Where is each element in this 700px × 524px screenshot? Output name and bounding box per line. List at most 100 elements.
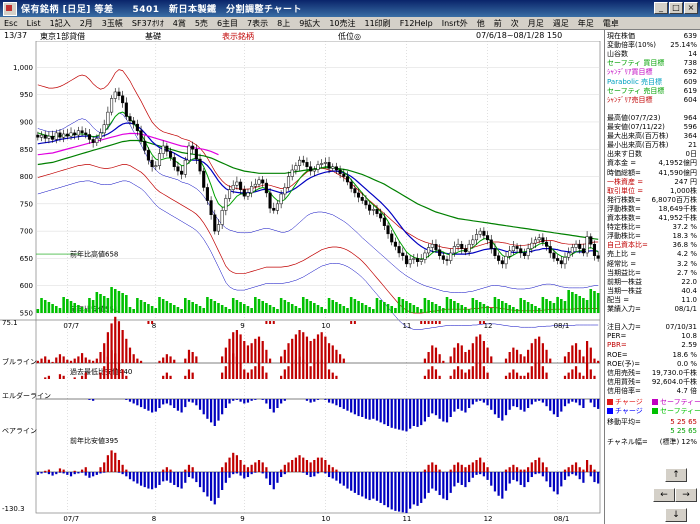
bear-pos-bar (523, 469, 526, 472)
bear-pos-bar (571, 464, 574, 472)
menu-item[interactable]: Insrt外 (441, 18, 468, 28)
elder-pos-bar (165, 372, 168, 379)
candle-body (143, 140, 147, 151)
candle-body (290, 169, 294, 177)
bull-bar (228, 338, 231, 363)
bear-neg-bar (431, 472, 434, 489)
menu-item[interactable]: 次 (510, 18, 519, 28)
candle-body (43, 134, 47, 139)
menu-item[interactable]: List (26, 18, 41, 28)
menu-item[interactable]: 他 (476, 18, 485, 28)
bear-neg-bar (582, 472, 585, 483)
candle-body (493, 248, 497, 256)
elder-bar (386, 399, 390, 426)
market-label: 東京1部貸借 (40, 32, 86, 41)
volume-bar (320, 307, 323, 313)
nav-up-button[interactable]: ↑ (665, 468, 687, 482)
elder-bar (560, 399, 563, 412)
info-row: ROE(予)= 0.0 % (607, 360, 697, 369)
menu-item[interactable]: 週足 (552, 18, 569, 28)
volume-bar (585, 300, 589, 313)
nav-down-button[interactable]: ↓ (665, 508, 687, 522)
bull-bar (490, 356, 493, 363)
date-range: 07/6/18~08/1/28 150 (476, 31, 563, 40)
menu-item[interactable]: 6主目 (216, 18, 239, 28)
volume-bar (379, 300, 382, 313)
elder-bar (379, 399, 382, 423)
bear-neg-bar (246, 472, 250, 478)
bear-pos-bar (567, 467, 570, 472)
candle-body (139, 130, 143, 142)
menu-item[interactable]: 9拡大 (299, 18, 321, 28)
candle-body (563, 257, 567, 265)
bull-bar (294, 334, 297, 363)
maximize-button[interactable]: □ (669, 2, 683, 14)
volume-bar (313, 303, 316, 313)
bear-neg-bar (434, 472, 438, 491)
candle-body (235, 181, 239, 186)
candle-body (585, 236, 589, 254)
elder-bar (519, 399, 522, 410)
info-label: 前期一株益 (607, 277, 642, 286)
y-tick-label: 750 (20, 200, 33, 208)
bull-bar (265, 349, 268, 363)
volume-bar (294, 306, 298, 313)
volume-bar (287, 302, 290, 313)
menu-item[interactable]: 前 (493, 18, 502, 28)
menu-item[interactable]: F12Help (399, 18, 433, 28)
close-button[interactable]: × (684, 2, 698, 14)
elder-bar (136, 399, 139, 406)
info-row: ROE= 18.6 % (607, 351, 697, 360)
minimize-button[interactable]: _ (654, 2, 668, 14)
menu-item[interactable]: SF37ｵﾘｵ (131, 18, 164, 28)
candle-body (275, 203, 279, 211)
menu-item[interactable]: Esc (4, 18, 18, 28)
elder-bar (235, 399, 239, 400)
channel-row: チャネル幅= (標準) 12% (607, 438, 697, 447)
menu-item[interactable]: 2月 (79, 18, 93, 28)
bear-pos-bar (530, 462, 533, 472)
elder-pos-bar (298, 356, 301, 379)
elder-bar (556, 399, 559, 417)
bear-neg-bar (283, 472, 286, 475)
menu-item[interactable]: 5売 (194, 18, 208, 28)
info-label: 資本金 = (607, 159, 637, 168)
volume-bar (416, 307, 419, 313)
info-row: 特定株比= 37.2 % (607, 223, 697, 232)
candle-body (157, 153, 162, 166)
info-label: 経常比 = (607, 259, 637, 268)
bear-pos-bar (512, 464, 515, 472)
menu-item[interactable]: 7表示 (247, 18, 269, 28)
elder-bar (442, 399, 445, 422)
bear-pos-bar (585, 460, 589, 472)
menu-item[interactable]: 8上 (277, 18, 291, 28)
menu-item[interactable]: 10売注 (329, 18, 356, 28)
volume-bar (169, 303, 172, 313)
candle-body (486, 235, 490, 241)
elder-pos-bar (243, 369, 246, 379)
elder-pos-bar (324, 363, 327, 379)
menu-item[interactable]: 月足 (527, 18, 544, 28)
menu-item[interactable]: 電卓 (602, 18, 619, 28)
candle-body (537, 237, 541, 241)
menu-item[interactable]: 年足 (577, 18, 594, 28)
elder-bar (128, 399, 132, 402)
bear-neg-bar (350, 472, 353, 491)
info-row: セーフティ 買目標 738 (607, 59, 697, 68)
nav-right-button[interactable]: → (675, 488, 697, 502)
volume-bar (556, 297, 559, 313)
candle-body (463, 248, 467, 253)
nav-left-button[interactable]: ← (653, 488, 675, 502)
legend-label: チャージ (615, 407, 643, 415)
bull-bar (431, 345, 434, 363)
menu-item[interactable]: 1記入 (49, 18, 71, 28)
menu-item[interactable]: 11印刷 (364, 18, 391, 28)
menu-item[interactable]: 3玉帳 (101, 18, 123, 28)
bear-pos-bar (246, 467, 250, 472)
menu-item[interactable]: 4賞 (172, 18, 186, 28)
signal-marker (438, 321, 441, 324)
bear-pos-bar (184, 469, 187, 472)
bear-neg-bar (265, 472, 268, 479)
elder-bar (195, 399, 198, 406)
bear-neg-bar (593, 472, 596, 483)
